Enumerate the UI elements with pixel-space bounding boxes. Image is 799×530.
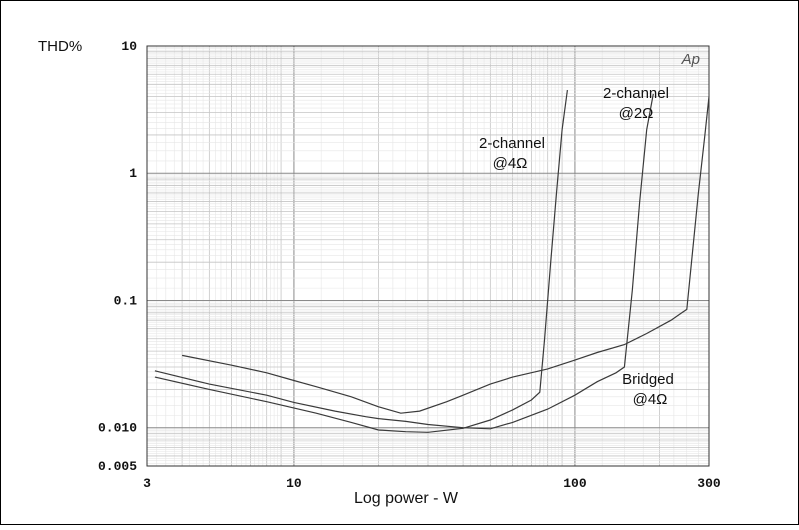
annotation-2ch-4ohm-line2: @4Ω bbox=[493, 155, 528, 172]
annotation-bridged-4ohm: Bridged @4Ω bbox=[622, 371, 674, 408]
x-tick-label: 3 bbox=[143, 476, 151, 491]
series-line-2ch-2ohm bbox=[154, 93, 654, 430]
y-tick-label: 0.005 bbox=[98, 459, 137, 474]
y-tick-label: 0.1 bbox=[114, 293, 138, 308]
plot-area-frame bbox=[146, 45, 710, 467]
x-tick-label: 10 bbox=[286, 476, 302, 491]
series-line-2ch-4ohm bbox=[154, 90, 568, 433]
y-tick-label: 0.010 bbox=[98, 421, 137, 436]
ap-badge: Ap bbox=[681, 51, 700, 68]
y-tick-label: 1 bbox=[129, 166, 137, 181]
series-line-bridged-4ohm bbox=[181, 96, 710, 414]
x-tick-label: 100 bbox=[563, 476, 587, 491]
annotation-2ch-2ohm-line1: 2-channel bbox=[603, 85, 669, 102]
annotation-2ch-2ohm-line2: @2Ω bbox=[619, 105, 654, 122]
tick-labels: 3 10 100 300 10 1 0.1 0.010 0.005 bbox=[98, 39, 721, 491]
annotation-2ch-4ohm-line1: 2-channel bbox=[479, 135, 545, 152]
x-tick-label: 300 bbox=[697, 476, 721, 491]
x-axis-label: Log power - W bbox=[354, 490, 459, 507]
annotation-2ch-2ohm: 2-channel @2Ω bbox=[603, 85, 669, 122]
annotation-bridged-4ohm-line2: @4Ω bbox=[633, 391, 668, 408]
y-axis-label: THD% bbox=[38, 38, 82, 55]
grid bbox=[146, 45, 710, 467]
annotation-bridged-4ohm-line1: Bridged bbox=[622, 371, 674, 388]
annotation-2ch-4ohm: 2-channel @4Ω bbox=[479, 135, 545, 172]
series-group bbox=[154, 90, 710, 433]
y-tick-label: 10 bbox=[121, 39, 137, 54]
